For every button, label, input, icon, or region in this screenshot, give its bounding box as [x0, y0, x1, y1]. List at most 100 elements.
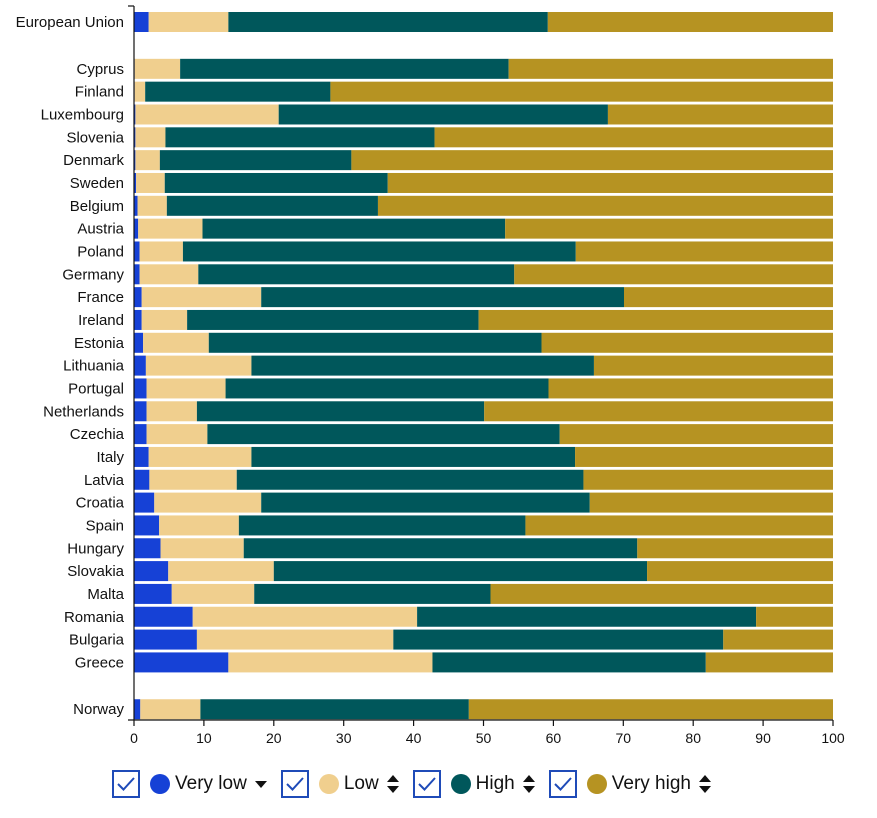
bar-segment-very-low[interactable] — [134, 287, 142, 308]
bar-segment-very-high[interactable] — [547, 12, 833, 32]
bar-segment-very-low[interactable] — [134, 172, 137, 193]
bar-segment-very-low[interactable] — [134, 583, 172, 604]
checkbox-very-low[interactable] — [112, 770, 140, 798]
bar-segment-very-high[interactable] — [330, 81, 833, 102]
bar-segment-high[interactable] — [417, 606, 757, 627]
bar-segment-high[interactable] — [196, 401, 485, 422]
bar-segment-high[interactable] — [261, 492, 590, 513]
bar-segment-very-high[interactable] — [637, 538, 833, 559]
bar-segment-high[interactable] — [254, 583, 491, 604]
bar-segment-high[interactable] — [251, 355, 594, 376]
bar-segment-high[interactable] — [238, 515, 526, 536]
bar-segment-high[interactable] — [165, 127, 435, 148]
bar-segment-very-low[interactable] — [134, 241, 140, 262]
checkbox-high[interactable] — [412, 770, 441, 798]
bar-segment-very-high[interactable] — [575, 241, 833, 262]
bar-segment-low[interactable] — [145, 355, 252, 376]
bar-segment-low[interactable] — [138, 218, 203, 239]
bar-segment-high[interactable] — [273, 561, 648, 582]
bar-segment-low[interactable] — [149, 469, 237, 490]
bar-segment-high[interactable] — [145, 81, 331, 102]
bar-segment-high[interactable] — [182, 241, 576, 262]
bar-segment-very-low[interactable] — [134, 515, 160, 536]
bar-segment-very-high[interactable] — [705, 652, 833, 673]
bar-segment-low[interactable] — [141, 287, 262, 308]
bar-segment-very-high[interactable] — [484, 401, 833, 422]
bar-segment-low[interactable] — [148, 446, 252, 467]
bar-segment-very-low[interactable] — [134, 355, 146, 376]
bar-segment-low[interactable] — [135, 104, 279, 125]
bar-segment-very-low[interactable] — [134, 492, 155, 513]
bar-segment-very-low[interactable] — [134, 378, 147, 399]
bar-segment-low[interactable] — [135, 150, 160, 171]
bar-segment-very-high[interactable] — [490, 583, 833, 604]
bar-segment-very-high[interactable] — [575, 446, 833, 467]
bar-segment-very-low[interactable] — [134, 401, 147, 422]
bar-segment-low[interactable] — [168, 561, 274, 582]
bar-segment-low[interactable] — [160, 538, 244, 559]
bar-segment-high[interactable] — [228, 12, 548, 32]
bar-segment-very-low[interactable] — [134, 469, 150, 490]
sort-both-icon[interactable] — [385, 774, 401, 794]
bar-segment-low[interactable] — [139, 264, 199, 285]
bar-segment-very-high[interactable] — [583, 469, 833, 490]
bar-segment-very-low[interactable] — [134, 104, 136, 125]
bar-segment-very-low[interactable] — [134, 12, 149, 32]
bar-segment-very-high[interactable] — [607, 104, 833, 125]
bar-segment-low[interactable] — [136, 172, 165, 193]
bar-segment-very-high[interactable] — [541, 332, 833, 353]
bar-segment-very-high[interactable] — [434, 127, 833, 148]
bar-segment-very-low[interactable] — [134, 332, 144, 353]
bar-segment-very-low[interactable] — [134, 150, 136, 171]
bar-segment-low[interactable] — [171, 583, 255, 604]
bar-segment-high[interactable] — [208, 332, 542, 353]
bar-segment-very-low[interactable] — [134, 652, 229, 673]
bar-segment-high[interactable] — [278, 104, 608, 125]
bar-segment-very-low[interactable] — [134, 264, 140, 285]
bar-segment-high[interactable] — [198, 264, 515, 285]
bar-segment-low[interactable] — [141, 309, 188, 330]
bar-segment-high[interactable] — [261, 287, 624, 308]
bar-segment-low[interactable] — [146, 424, 208, 445]
bar-segment-high[interactable] — [225, 378, 549, 399]
bar-segment-very-low[interactable] — [134, 629, 197, 650]
bar-segment-very-high[interactable] — [514, 264, 833, 285]
bar-segment-very-low[interactable] — [134, 195, 138, 216]
bar-segment-high[interactable] — [393, 629, 724, 650]
bar-segment-high[interactable] — [187, 309, 479, 330]
bar-segment-high[interactable] — [236, 469, 584, 490]
bar-segment-high[interactable] — [251, 446, 576, 467]
sort-down-icon[interactable] — [253, 779, 269, 789]
bar-segment-high[interactable] — [164, 172, 388, 193]
bar-segment-low[interactable] — [154, 492, 262, 513]
bar-segment-very-high[interactable] — [478, 309, 833, 330]
bar-segment-very-high[interactable] — [593, 355, 833, 376]
bar-segment-low[interactable] — [137, 195, 167, 216]
sort-both-icon[interactable] — [697, 774, 713, 794]
bar-segment-low[interactable] — [148, 12, 229, 32]
bar-segment-very-high[interactable] — [548, 378, 833, 399]
bar-segment-very-high[interactable] — [723, 629, 833, 650]
bar-segment-low[interactable] — [143, 332, 209, 353]
bar-segment-high[interactable] — [166, 195, 378, 216]
bar-segment-very-high[interactable] — [525, 515, 833, 536]
bar-segment-very-low[interactable] — [134, 424, 147, 445]
bar-segment-very-low[interactable] — [134, 561, 169, 582]
bar-segment-low[interactable] — [134, 58, 181, 79]
bar-segment-low[interactable] — [228, 652, 433, 673]
bar-segment-very-high[interactable] — [387, 172, 833, 193]
bar-segment-very-low[interactable] — [134, 218, 139, 239]
bar-segment-very-high[interactable] — [756, 606, 833, 627]
bar-segment-very-high[interactable] — [559, 424, 833, 445]
bar-segment-low[interactable] — [146, 378, 226, 399]
bar-segment-very-high[interactable] — [508, 58, 833, 79]
bar-segment-very-high[interactable] — [468, 699, 833, 720]
bar-segment-very-low[interactable] — [134, 606, 193, 627]
bar-segment-very-high[interactable] — [377, 195, 833, 216]
bar-segment-high[interactable] — [159, 150, 352, 171]
bar-segment-very-low[interactable] — [134, 309, 142, 330]
bar-segment-low[interactable] — [159, 515, 239, 536]
bar-segment-very-high[interactable] — [589, 492, 833, 513]
bar-segment-low[interactable] — [146, 401, 197, 422]
bar-segment-very-high[interactable] — [505, 218, 833, 239]
